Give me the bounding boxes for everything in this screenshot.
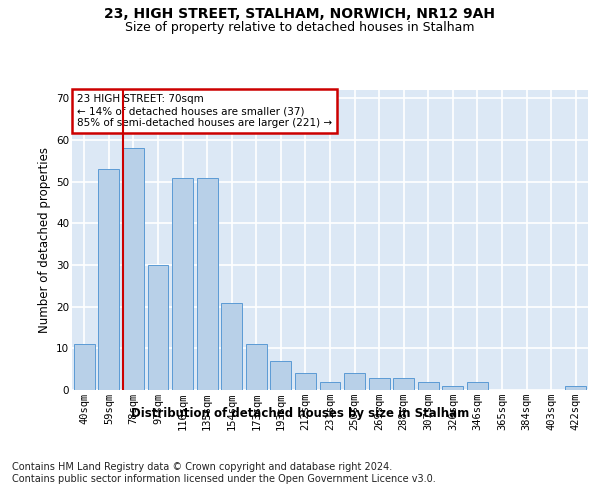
Text: Distribution of detached houses by size in Stalham: Distribution of detached houses by size … — [131, 408, 469, 420]
Bar — [393, 378, 414, 390]
Text: 23, HIGH STREET, STALHAM, NORWICH, NR12 9AH: 23, HIGH STREET, STALHAM, NORWICH, NR12 … — [104, 8, 496, 22]
Bar — [295, 374, 316, 390]
Bar — [123, 148, 144, 390]
Bar — [467, 382, 488, 390]
Bar — [320, 382, 340, 390]
Bar — [344, 374, 365, 390]
Y-axis label: Number of detached properties: Number of detached properties — [38, 147, 50, 333]
Bar — [271, 361, 292, 390]
Text: Size of property relative to detached houses in Stalham: Size of property relative to detached ho… — [125, 21, 475, 34]
Bar — [197, 178, 218, 390]
Text: Contains HM Land Registry data © Crown copyright and database right 2024.
Contai: Contains HM Land Registry data © Crown c… — [12, 462, 436, 484]
Bar — [74, 344, 95, 390]
Bar — [148, 265, 169, 390]
Bar — [246, 344, 267, 390]
Bar — [442, 386, 463, 390]
Bar — [221, 302, 242, 390]
Bar — [368, 378, 389, 390]
Bar — [172, 178, 193, 390]
Text: 23 HIGH STREET: 70sqm
← 14% of detached houses are smaller (37)
85% of semi-deta: 23 HIGH STREET: 70sqm ← 14% of detached … — [77, 94, 332, 128]
Bar — [418, 382, 439, 390]
Bar — [98, 169, 119, 390]
Bar — [565, 386, 586, 390]
